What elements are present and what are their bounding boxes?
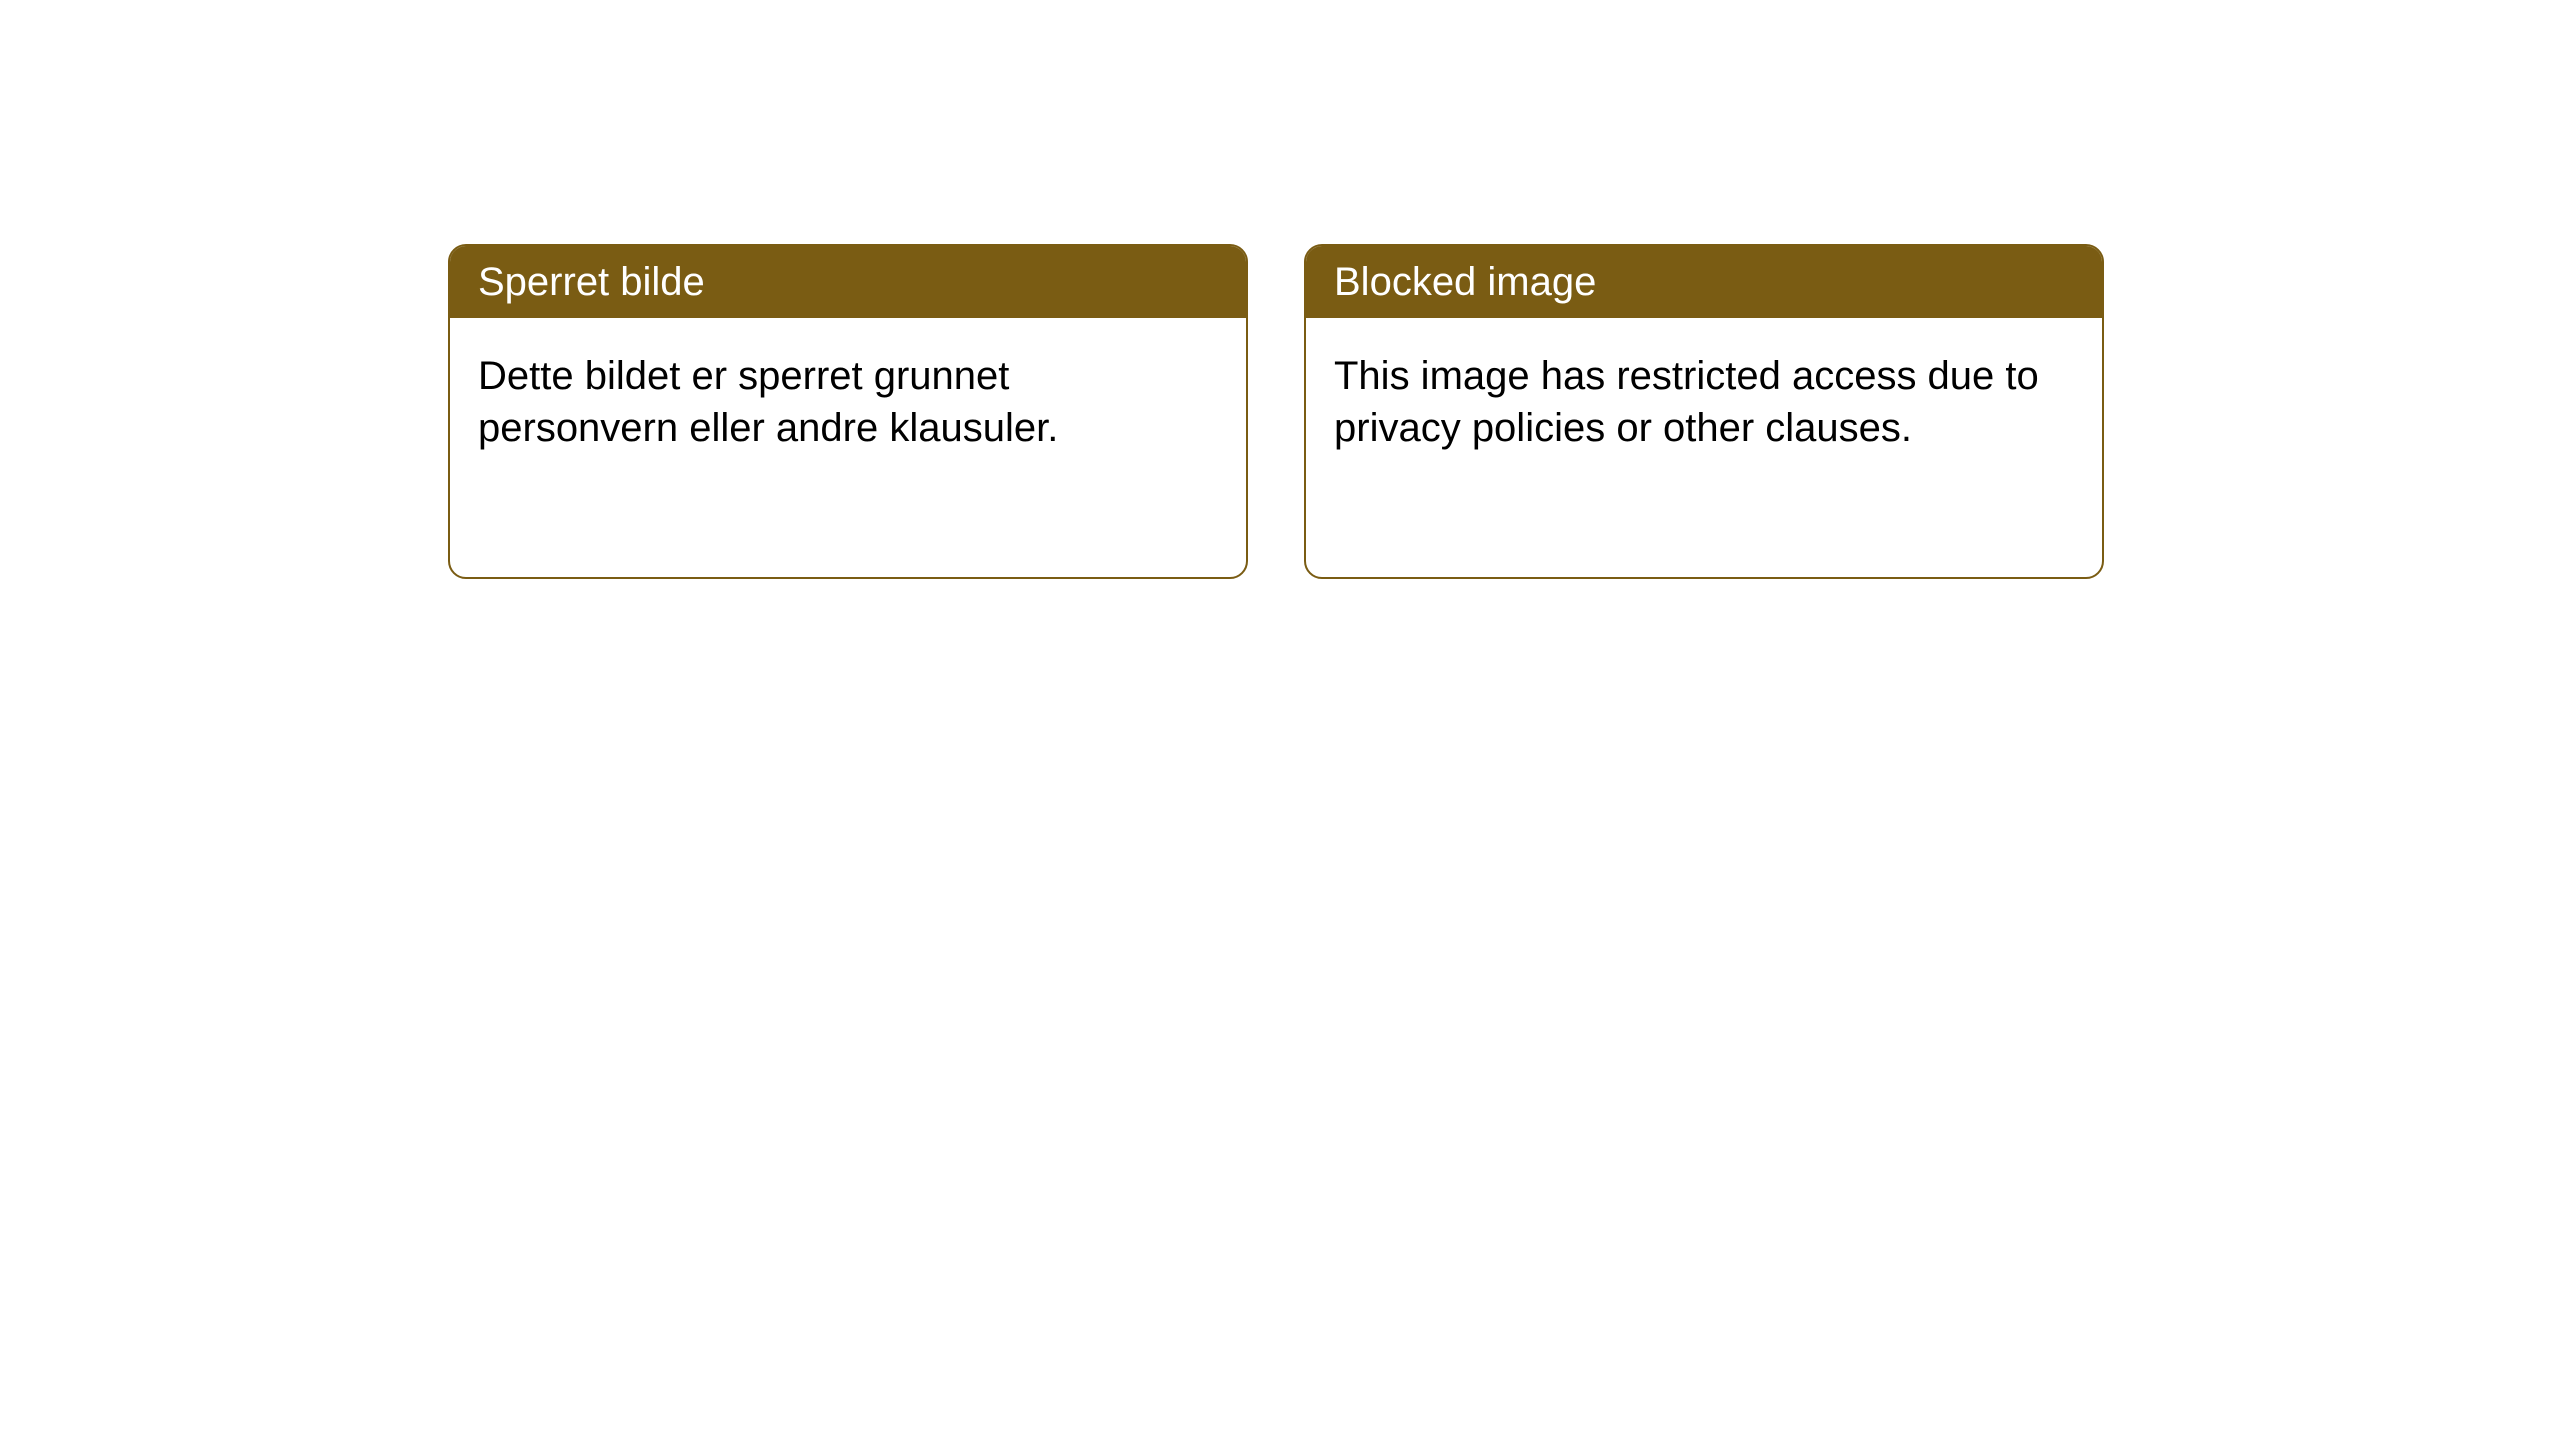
notice-card-english: Blocked image This image has restricted …	[1304, 244, 2104, 579]
notice-card-norwegian: Sperret bilde Dette bildet er sperret gr…	[448, 244, 1248, 579]
notice-title: Blocked image	[1334, 260, 1596, 304]
notice-body: Dette bildet er sperret grunnet personve…	[450, 318, 1246, 486]
notice-message: This image has restricted access due to …	[1334, 354, 2039, 450]
notice-container: Sperret bilde Dette bildet er sperret gr…	[448, 244, 2104, 579]
notice-body: This image has restricted access due to …	[1306, 318, 2102, 486]
notice-header: Blocked image	[1306, 246, 2102, 318]
notice-message: Dette bildet er sperret grunnet personve…	[478, 354, 1058, 450]
notice-header: Sperret bilde	[450, 246, 1246, 318]
notice-title: Sperret bilde	[478, 260, 705, 304]
